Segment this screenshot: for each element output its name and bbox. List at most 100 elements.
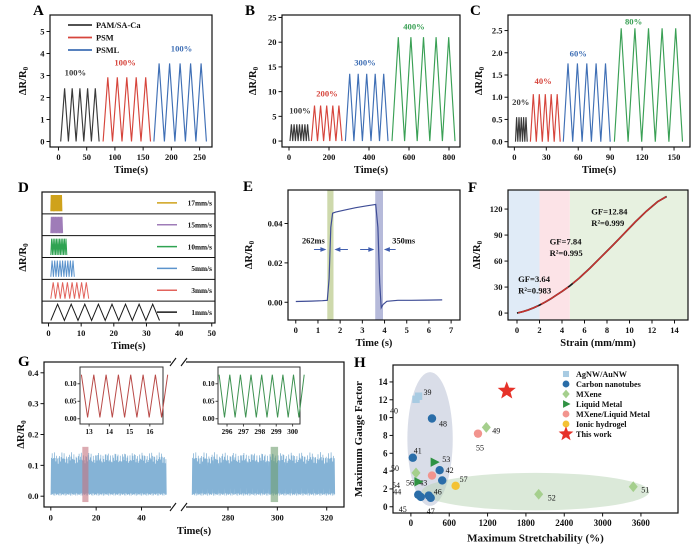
svg-text:60%: 60% (570, 48, 587, 58)
svg-text:262ms: 262ms (302, 237, 326, 246)
svg-text:120: 120 (636, 152, 649, 162)
panel-a-strain-comparison-chart: 0 50 100 150 200 250 0 1 2 3 4 5 Time(s) ΔR/R0 100% 100… (18, 14, 213, 176)
panel-label-f: F (468, 180, 478, 196)
svg-text:This work: This work (576, 430, 612, 439)
svg-text:1: 1 (40, 115, 44, 125)
svg-text:1.0: 1.0 (492, 92, 503, 102)
svg-text:200: 200 (323, 152, 336, 162)
svg-text:6: 6 (427, 325, 431, 335)
svg-text:40%: 40% (535, 76, 552, 86)
svg-text:80%: 80% (625, 16, 642, 26)
svg-text:10: 10 (268, 87, 277, 97)
svg-text:12: 12 (648, 325, 657, 335)
svg-text:14: 14 (106, 428, 114, 436)
svg-text:0.0: 0.0 (492, 137, 503, 147)
svg-text:Time(s): Time(s) (114, 165, 149, 176)
panel-label-e: E (243, 179, 254, 195)
svg-text:51: 51 (641, 486, 649, 495)
panel-label-b: B (245, 3, 256, 19)
svg-text:39: 39 (424, 388, 432, 397)
svg-text:3600: 3600 (632, 518, 651, 528)
svg-text:45: 45 (399, 505, 407, 514)
svg-text:44: 44 (393, 488, 401, 497)
svg-text:0: 0 (287, 152, 291, 162)
svg-text:2: 2 (383, 484, 388, 494)
svg-text:GF=12.84: GF=12.84 (591, 206, 628, 216)
svg-text:ΔR/R0: ΔR/R0 (474, 66, 486, 95)
svg-text:2.0: 2.0 (492, 48, 503, 58)
svg-text:AgNW/AuNW: AgNW/AuNW (576, 370, 628, 379)
svg-text:46: 46 (434, 488, 442, 497)
svg-text:ΔR/R0: ΔR/R0 (16, 420, 28, 449)
svg-text:49: 49 (492, 426, 500, 435)
svg-text:0: 0 (383, 502, 388, 512)
svg-text:R²=0.999: R²=0.999 (591, 218, 624, 228)
svg-text:Maximum Gauge Factor: Maximum Gauge Factor (353, 381, 365, 497)
svg-text:280: 280 (222, 513, 235, 523)
svg-text:GF=3.64: GF=3.64 (518, 274, 551, 284)
svg-text:100%: 100% (289, 105, 310, 115)
svg-text:60: 60 (494, 256, 503, 266)
svg-text:3: 3 (40, 71, 44, 81)
svg-text:Strain (mm/mm): Strain (mm/mm) (560, 338, 636, 349)
svg-text:10: 10 (625, 325, 634, 335)
svg-text:10mm/s: 10mm/s (188, 242, 212, 251)
svg-text:42: 42 (446, 466, 454, 475)
svg-text:5: 5 (272, 111, 276, 121)
svg-text:2: 2 (40, 93, 44, 103)
svg-text:1200: 1200 (479, 518, 498, 528)
svg-text:298: 298 (254, 428, 265, 436)
svg-text:600: 600 (442, 518, 456, 528)
svg-text:600: 600 (403, 152, 416, 162)
svg-text:55: 55 (476, 444, 484, 453)
svg-text:14: 14 (379, 377, 389, 387)
svg-text:56: 56 (406, 479, 414, 488)
svg-text:0: 0 (515, 325, 519, 335)
svg-text:50: 50 (82, 152, 91, 162)
svg-text:52: 52 (548, 493, 556, 502)
svg-text:Time(s): Time(s) (582, 165, 617, 176)
svg-text:3mm/s: 3mm/s (191, 286, 212, 295)
svg-text:ΔR/R0: ΔR/R0 (248, 66, 260, 95)
panel-label-h: H (354, 355, 366, 371)
svg-text:100: 100 (109, 152, 122, 162)
svg-text:2400: 2400 (555, 518, 574, 528)
svg-text:0.5: 0.5 (492, 114, 503, 124)
svg-text:0.10: 0.10 (203, 381, 215, 388)
svg-text:R²=0.983: R²=0.983 (518, 285, 551, 295)
svg-text:PSML: PSML (96, 46, 120, 55)
panel-label-a: A (33, 3, 44, 19)
svg-text:0.1: 0.1 (28, 460, 39, 470)
svg-text:0.4: 0.4 (28, 368, 39, 378)
svg-text:25: 25 (268, 12, 277, 22)
svg-text:7: 7 (449, 325, 454, 335)
svg-text:0.05: 0.05 (65, 399, 77, 406)
svg-text:47: 47 (427, 507, 435, 516)
svg-text:5: 5 (405, 325, 409, 335)
svg-text:0: 0 (294, 325, 298, 335)
svg-text:10: 10 (77, 328, 86, 338)
svg-text:297: 297 (238, 428, 249, 436)
svg-text:Time(s): Time(s) (177, 526, 212, 537)
svg-text:150: 150 (137, 152, 150, 162)
svg-text:0.2: 0.2 (28, 430, 39, 440)
svg-text:MXene/Liquid Metal: MXene/Liquid Metal (576, 410, 651, 419)
svg-text:3: 3 (360, 325, 364, 335)
svg-text:R²=0.995: R²=0.995 (550, 248, 583, 258)
panel-c-small-strain-chart: 0 30 60 90 120 150 0.0 0.5 1.0 1.5 2.0 2.5 Time(s) ΔR… (474, 14, 691, 176)
svg-text:0.05: 0.05 (203, 399, 215, 406)
panel-b-large-strain-chart: 0 200 400 600 800 0 5 10 15 20 25 Time(s) ΔR/R0 100% 2… (248, 12, 461, 176)
svg-text:12: 12 (379, 395, 389, 405)
svg-text:43: 43 (419, 478, 427, 487)
svg-text:6: 6 (383, 448, 388, 458)
svg-text:50: 50 (207, 328, 216, 338)
svg-text:90: 90 (606, 152, 615, 162)
svg-text:800: 800 (443, 152, 456, 162)
svg-text:Maximum Stretchability (%): Maximum Stretchability (%) (467, 533, 604, 545)
svg-text:296: 296 (222, 428, 233, 436)
svg-text:15: 15 (126, 428, 134, 436)
svg-text:0.00: 0.00 (268, 297, 283, 307)
svg-text:PSM: PSM (96, 34, 114, 43)
svg-text:Time(s): Time(s) (354, 165, 389, 176)
